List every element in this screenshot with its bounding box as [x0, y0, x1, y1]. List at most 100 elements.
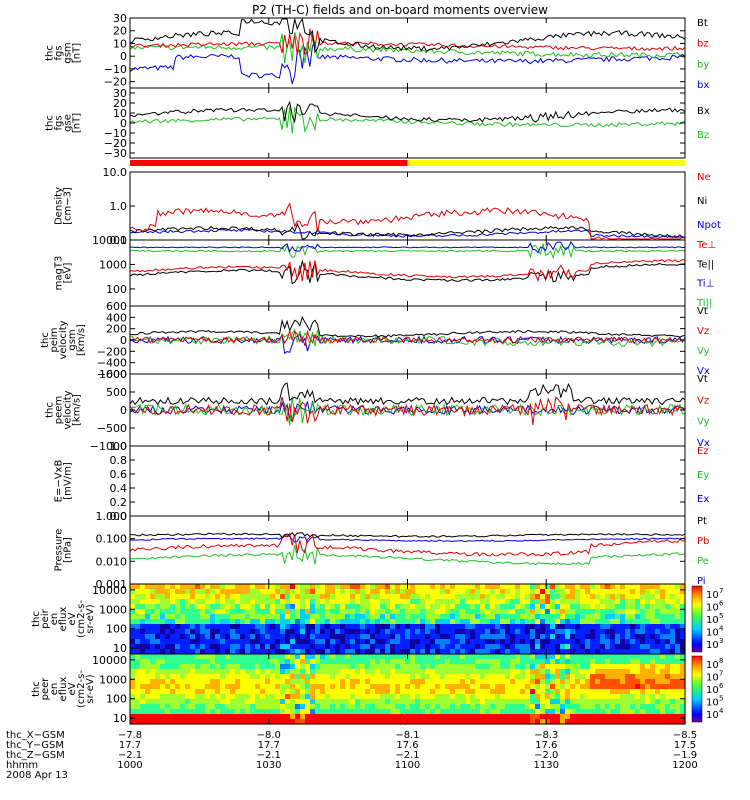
- spectrogram-cell: [285, 594, 291, 600]
- spectrogram-cell: [595, 694, 601, 700]
- spectrogram-cell: [655, 609, 661, 615]
- spectrogram-cell: [305, 614, 311, 620]
- spectrogram-cell: [215, 589, 221, 595]
- spectrogram-cell: [240, 699, 246, 705]
- spectrogram-cell: [625, 689, 631, 695]
- spectrogram-cell: [470, 699, 476, 705]
- spectrogram-cell: [585, 684, 591, 690]
- spectrogram-cell: [220, 659, 226, 665]
- spectrogram-cell: [615, 634, 621, 640]
- spectrogram-cell: [350, 659, 356, 665]
- spectrogram-cell: [370, 689, 376, 695]
- spectrogram-cell: [390, 719, 396, 725]
- spectrogram-cell: [280, 709, 286, 715]
- spectrogram-cell: [435, 719, 441, 725]
- spectrogram-cell: [170, 584, 176, 590]
- spectrogram-cell: [305, 714, 311, 720]
- spectrogram-cell: [155, 669, 161, 675]
- spectrogram-cell: [650, 714, 656, 720]
- spectrogram-cell: [135, 709, 141, 715]
- spectrogram-cell: [600, 594, 606, 600]
- spectrogram-cell: [465, 624, 471, 630]
- spectrogram-cell: [370, 594, 376, 600]
- spectrogram-cell: [385, 584, 391, 590]
- spectrogram-cell: [610, 674, 616, 680]
- spectrogram-cell: [640, 704, 646, 710]
- spectrogram-cell: [635, 639, 641, 645]
- spectrogram-cell: [515, 634, 521, 640]
- spectrogram-cell: [640, 639, 646, 645]
- spectrogram-cell: [215, 614, 221, 620]
- spectrogram-cell: [170, 599, 176, 605]
- spectrogram-cell: [565, 604, 571, 610]
- spectrogram-cell: [670, 679, 676, 685]
- spectrogram-cell: [140, 594, 146, 600]
- spectrogram-cell: [465, 669, 471, 675]
- y-axis-label: [nT]: [72, 113, 83, 133]
- spectrogram-cell: [445, 584, 451, 590]
- spectrogram-cell: [425, 644, 431, 650]
- spectrogram-cell: [455, 694, 461, 700]
- spectrogram-cell: [545, 654, 551, 660]
- spectrogram-cell: [420, 709, 426, 715]
- spectrogram-cell: [410, 609, 416, 615]
- legend-label-bx: Bx: [697, 106, 710, 117]
- spectrogram-cell: [365, 644, 371, 650]
- spectrogram-cell: [420, 699, 426, 705]
- spectrogram-cell: [420, 624, 426, 630]
- spectrogram-cell: [525, 609, 531, 615]
- spectrogram-cell: [130, 704, 136, 710]
- spectrogram-cell: [290, 604, 296, 610]
- spectrogram-cell: [430, 719, 436, 725]
- spectrogram-cell: [580, 584, 586, 590]
- spectrogram-cell: [530, 694, 536, 700]
- spectrogram-cell: [635, 704, 641, 710]
- spectrogram-cell: [520, 719, 526, 725]
- spectrogram-cell: [155, 664, 161, 670]
- y-tick-label: 0.001: [96, 578, 128, 591]
- series-line-pe: [129, 544, 686, 566]
- spectrogram-cell: [250, 619, 256, 625]
- spectrogram-cell: [440, 619, 446, 625]
- spectrogram-cell: [310, 634, 316, 640]
- spectrogram-cell: [285, 659, 291, 665]
- spectrogram-cell: [485, 689, 491, 695]
- spectrogram-cell: [660, 644, 666, 650]
- spectrogram-cell: [545, 639, 551, 645]
- spectrogram-cell: [200, 619, 206, 625]
- spectrogram-cell: [130, 659, 136, 665]
- spectrogram-cell: [485, 709, 491, 715]
- spectrogram-cell: [165, 639, 171, 645]
- spectrogram-cell: [495, 674, 501, 680]
- spectrogram-cell: [220, 644, 226, 650]
- spectrogram-cell: [620, 679, 626, 685]
- spectrogram-cell: [175, 594, 181, 600]
- spectrogram-cell: [340, 654, 346, 660]
- spectrogram-cell: [470, 689, 476, 695]
- spectrogram-cell: [530, 624, 536, 630]
- y-axis-label: (cm2-s-: [76, 600, 87, 638]
- spectrogram-cell: [500, 584, 506, 590]
- spectrogram-cell: [515, 689, 521, 695]
- spectrogram-cell: [245, 699, 251, 705]
- spectrogram-cell: [355, 614, 361, 620]
- spectrogram-cell: [570, 589, 576, 595]
- spectrogram-cell: [155, 639, 161, 645]
- spectrogram-cell: [575, 609, 581, 615]
- spectrogram-cell: [165, 599, 171, 605]
- spectrogram-cell: [535, 664, 541, 670]
- y-tick-label: 10: [113, 642, 127, 655]
- y-tick-label: 10000: [92, 234, 127, 247]
- spectrogram-cell: [340, 639, 346, 645]
- spectrogram-cell: [385, 649, 391, 655]
- spectrogram-cell: [310, 639, 316, 645]
- spectrogram-cell: [255, 604, 261, 610]
- spectrogram-cell: [190, 629, 196, 635]
- spectrogram-cell: [535, 629, 541, 635]
- spectrogram-cell: [155, 624, 161, 630]
- spectrogram-cell: [485, 589, 491, 595]
- spectrogram-cell: [625, 634, 631, 640]
- spectrogram-cell: [435, 664, 441, 670]
- spectrogram-cell: [380, 599, 386, 605]
- spectrogram-cell: [405, 614, 411, 620]
